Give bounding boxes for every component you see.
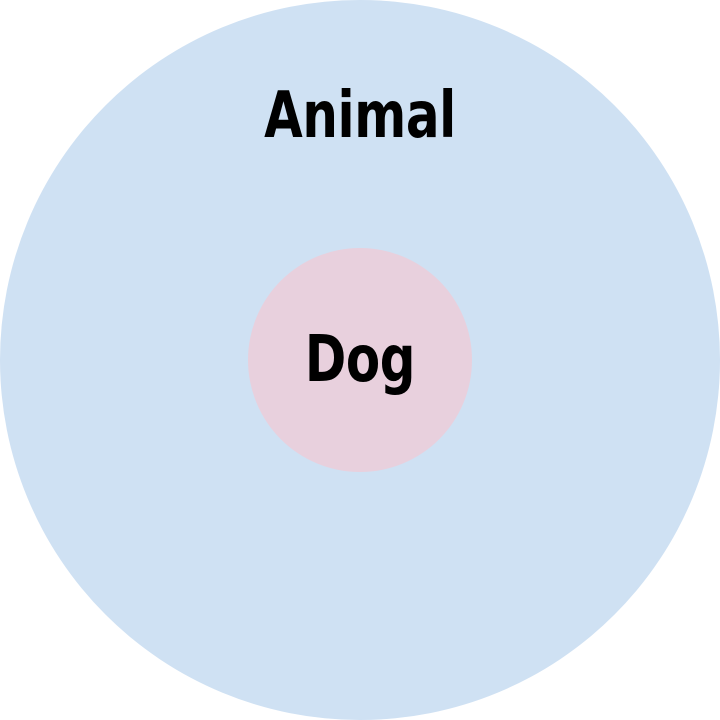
outer-circle-label: Animal — [264, 79, 456, 153]
inner-circle-dog — [248, 248, 472, 472]
inner-circle-label: Dog — [304, 323, 416, 397]
